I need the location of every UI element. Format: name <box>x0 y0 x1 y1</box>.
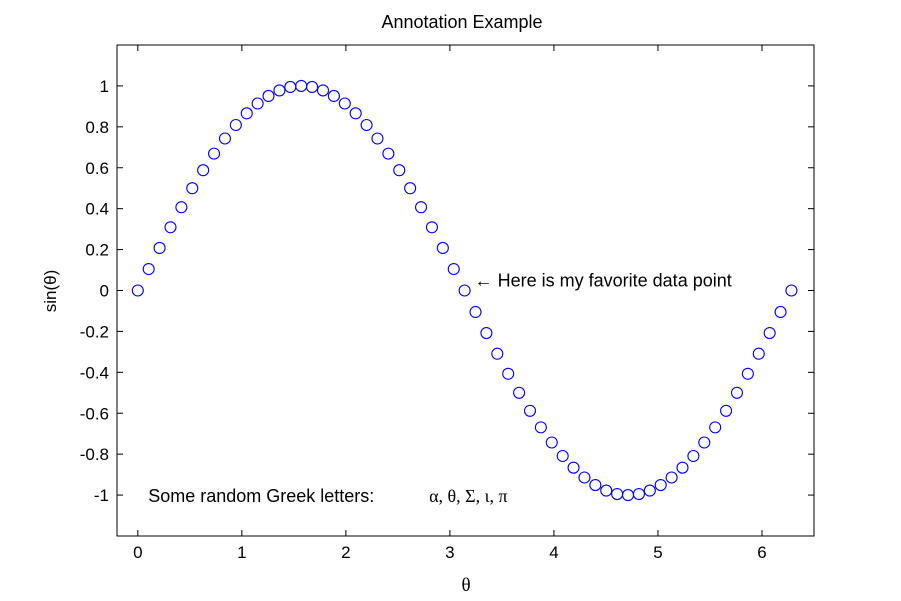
y-tick-label: 0.4 <box>85 200 109 219</box>
y-tick-label: -0.6 <box>80 404 109 423</box>
data-point <box>458 284 471 297</box>
x-tick-label: 5 <box>653 543 662 562</box>
annotations: ← Here is my favorite data point Some ran… <box>148 271 732 507</box>
x-tick-label: 2 <box>341 543 350 562</box>
data-point <box>600 484 613 497</box>
data-point <box>208 147 221 160</box>
data-point <box>447 262 460 276</box>
y-axis-label: sin(θ) <box>41 270 60 313</box>
data-point <box>229 118 242 132</box>
data-point <box>131 284 144 297</box>
data-point <box>251 97 264 110</box>
data-point <box>523 404 537 417</box>
y-tick-label: -0.4 <box>80 363 109 382</box>
x-tick-label: 1 <box>237 543 246 562</box>
data-point <box>752 347 765 360</box>
greek-letters: α, θ, Σ, ɩ, π <box>429 486 507 506</box>
data-point <box>578 471 591 484</box>
data-point <box>654 479 667 492</box>
data-point <box>262 89 275 102</box>
data-point <box>720 404 733 417</box>
data-point <box>632 488 645 501</box>
data-point <box>393 164 406 177</box>
data-point <box>709 421 722 434</box>
data-point <box>436 241 449 254</box>
data-point <box>665 471 678 484</box>
data-point <box>785 284 798 297</box>
y-tick-label: 1 <box>100 77 109 96</box>
x-tick-label: 3 <box>445 543 454 562</box>
x-axis-label: θ <box>461 575 470 596</box>
data-point <box>534 421 547 434</box>
x-tick-label: 4 <box>549 543 558 562</box>
favorite-point-annotation: ← Here is my favorite data point <box>475 271 732 291</box>
data-point <box>730 386 744 399</box>
y-tick-label: 0.2 <box>85 241 109 260</box>
data-point <box>306 80 319 93</box>
data-point <box>643 484 656 497</box>
data-point <box>567 461 580 474</box>
data-point <box>240 107 253 120</box>
data-point <box>502 367 515 380</box>
data-point <box>197 164 210 177</box>
data-point <box>480 327 493 340</box>
data-series <box>131 79 798 502</box>
y-tick-label: 0.6 <box>85 159 109 178</box>
data-point <box>349 107 362 120</box>
data-point <box>382 147 395 160</box>
data-point <box>273 84 286 97</box>
y-tick-label: 0.8 <box>85 118 109 137</box>
data-point <box>164 221 177 234</box>
y-tick-label: -1 <box>94 486 109 505</box>
data-point <box>142 262 155 276</box>
data-point <box>774 305 787 319</box>
data-point <box>360 118 373 132</box>
data-point <box>741 367 754 380</box>
data-point <box>763 327 776 340</box>
data-point <box>589 479 602 492</box>
x-tick-label: 6 <box>757 543 766 562</box>
data-point <box>676 461 689 474</box>
data-point <box>338 97 351 110</box>
data-point <box>513 386 526 399</box>
x-tick-label: 0 <box>133 543 142 562</box>
data-point <box>153 241 166 254</box>
chart-title: Annotation Example <box>381 12 542 32</box>
data-point <box>175 201 188 214</box>
data-point <box>316 84 330 97</box>
data-point <box>469 305 482 319</box>
data-point <box>371 132 384 145</box>
y-tick-label: -0.8 <box>80 445 109 464</box>
plot-area <box>116 44 815 537</box>
data-point <box>556 449 569 463</box>
y-axis-ticks: -1 -0.8 -0.6 -0.4 -0.2 0 0.2 0.4 0.6 0.8 1 <box>80 77 814 505</box>
data-point <box>425 221 438 234</box>
data-point <box>698 436 711 449</box>
data-point <box>491 347 504 360</box>
data-point <box>404 182 417 195</box>
y-tick-label: 0 <box>100 282 109 301</box>
data-point <box>414 201 428 214</box>
data-point <box>186 182 199 195</box>
x-axis-ticks: 0 1 2 3 4 5 6 <box>133 45 767 562</box>
data-point <box>687 449 700 463</box>
data-point <box>327 89 340 102</box>
y-tick-label: -0.2 <box>80 322 109 341</box>
greek-letters-caption: Some random Greek letters: <box>148 486 374 506</box>
data-point <box>218 132 232 145</box>
data-point <box>545 436 558 449</box>
